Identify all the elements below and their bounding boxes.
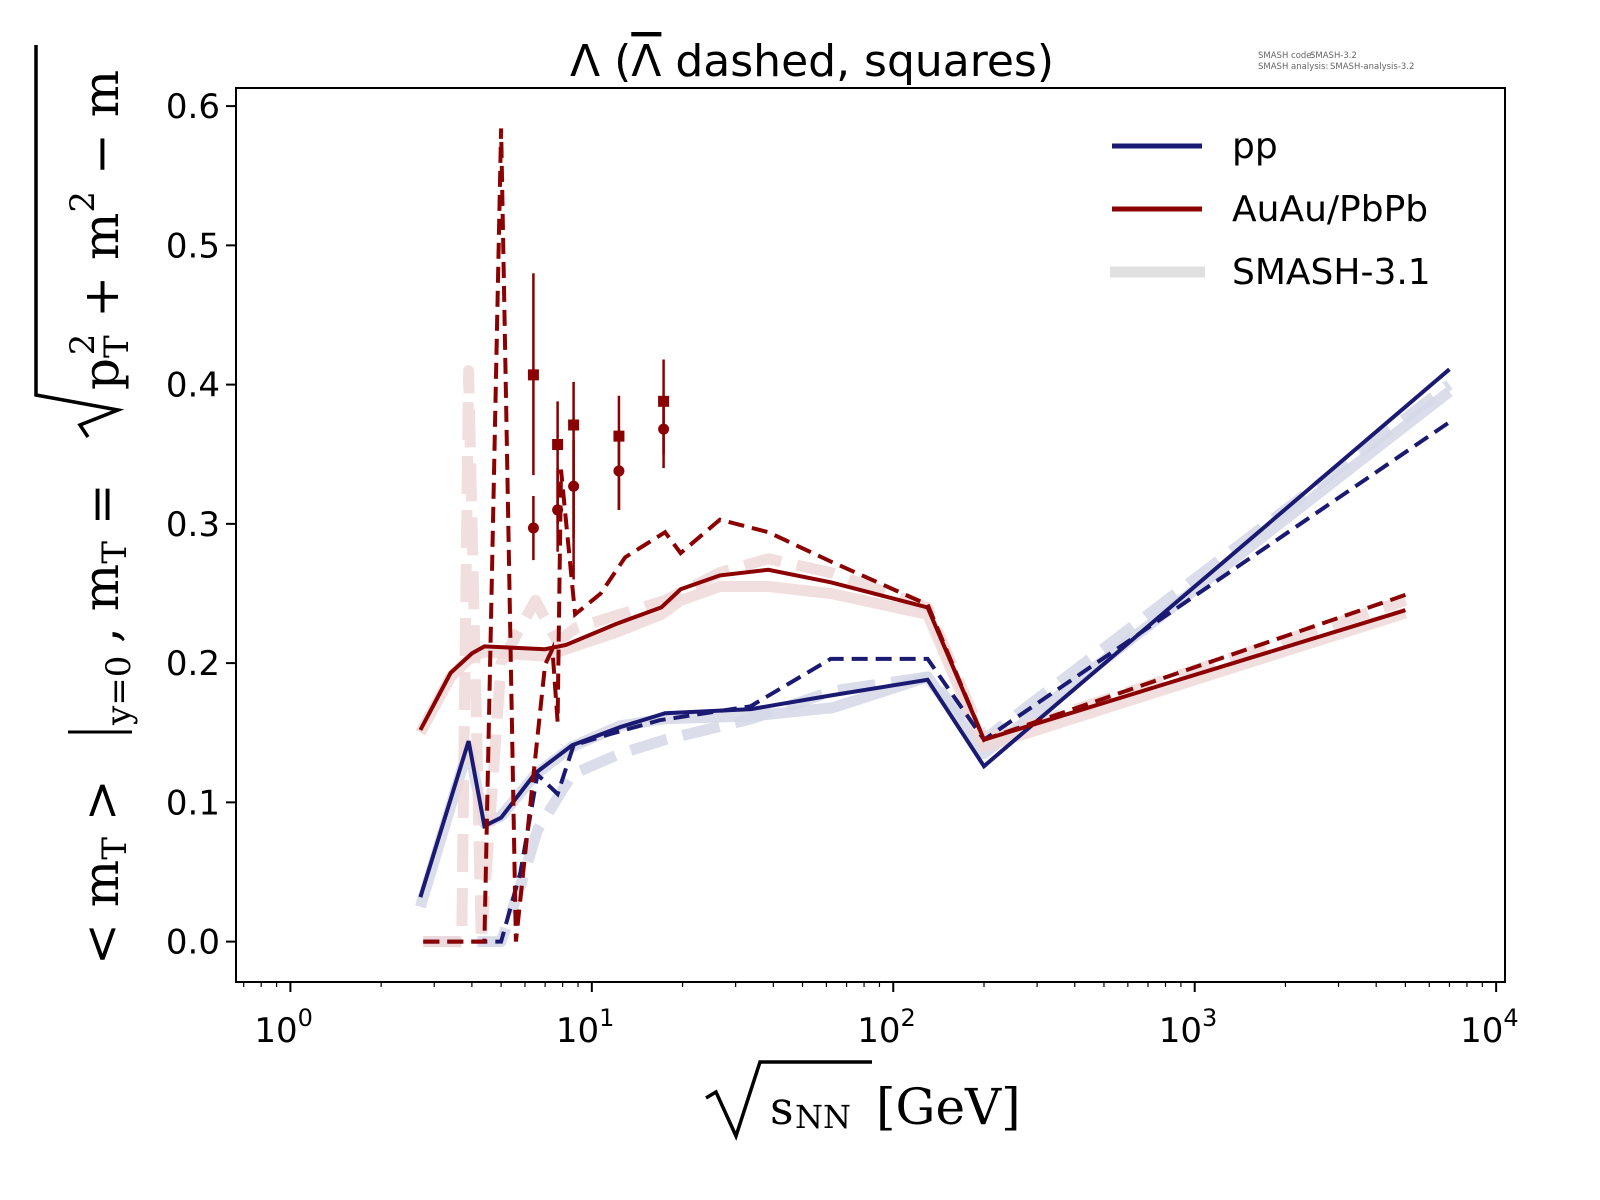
data-point-square	[527, 369, 539, 381]
x-tick-label: 101	[556, 1004, 615, 1051]
y-label-subscript: y=0	[99, 656, 139, 726]
x-axis: 100 101 102 103 104	[243, 982, 1519, 1051]
legend-label-pp: pp	[1232, 126, 1278, 167]
legend-item-pp: pp	[1112, 126, 1278, 167]
series-line-1	[423, 420, 1451, 944]
y-label-part2: , mT =	[72, 483, 135, 643]
reference-line-2	[415, 581, 1408, 753]
x-tick-label: 102	[857, 1004, 916, 1051]
smash-version-info: SMASH code: SMASH-3.2 SMASH analysis: SM…	[1258, 51, 1414, 72]
meta-analysis-label: SMASH analysis:	[1258, 62, 1328, 72]
meta-analysis-value: SMASH-analysis-3.2	[1330, 62, 1414, 72]
x-label-var: s	[770, 1081, 794, 1135]
y-tick-label: 0.3	[166, 505, 220, 545]
y-tick-label: 0.5	[166, 226, 220, 266]
y-axis-label: < mT > y=0 , mT = pT2 + m2 − m	[34, 45, 139, 965]
meta-code-value: SMASH-3.2	[1310, 51, 1357, 61]
data-point-square	[552, 438, 564, 450]
data-point-square	[658, 395, 670, 407]
legend-item-auau: AuAu/PbPb	[1112, 189, 1428, 230]
series-layer	[418, 128, 1451, 944]
y-label-part1: < mT >	[72, 779, 135, 965]
legend-label-smash: SMASH-3.1	[1232, 252, 1431, 293]
series-line-0	[418, 367, 1451, 898]
x-axis-label: s NN [GeV]	[705, 1060, 1021, 1141]
y-tick-label: 0.6	[166, 87, 220, 127]
reference-line-3	[423, 365, 1408, 948]
x-label-unit: [GeV]	[876, 1078, 1021, 1136]
x-tick-label: 103	[1159, 1004, 1218, 1051]
y-tick-label: 0.1	[166, 783, 220, 823]
data-point-circle	[527, 522, 539, 534]
y-tick-label: 0.4	[166, 366, 220, 406]
y-tick-label: 0.0	[166, 923, 220, 963]
legend-item-smash: SMASH-3.1	[1110, 252, 1431, 293]
data-point-square	[613, 430, 625, 442]
series-line-3	[423, 128, 1407, 944]
y-axis: 0.0 0.1 0.2 0.3 0.4 0.5 0.6	[166, 87, 236, 963]
y-tick-label: 0.2	[166, 644, 220, 684]
legend: pp AuAu/PbPb SMASH-3.1	[1110, 126, 1431, 293]
data-point-square	[568, 419, 580, 431]
sqrt-symbol	[705, 1060, 872, 1141]
plot-frame	[235, 87, 1506, 983]
legend-label-auau: AuAu/PbPb	[1232, 189, 1428, 230]
x-tick-label: 100	[254, 1004, 313, 1051]
measurement-layer	[527, 273, 670, 580]
x-label-sub: NN	[795, 1098, 851, 1136]
y-label-part3: pT2 + m2 − m	[63, 70, 137, 390]
reference-line-1	[423, 380, 1453, 948]
x-tick-label: 104	[1460, 1004, 1519, 1051]
meta-code-label: SMASH code:	[1258, 51, 1314, 61]
series-line-2	[418, 567, 1406, 743]
chart-title: Λ (Λ dashed, squares)	[570, 36, 1054, 87]
y-sqrt-symbol	[34, 45, 125, 438]
